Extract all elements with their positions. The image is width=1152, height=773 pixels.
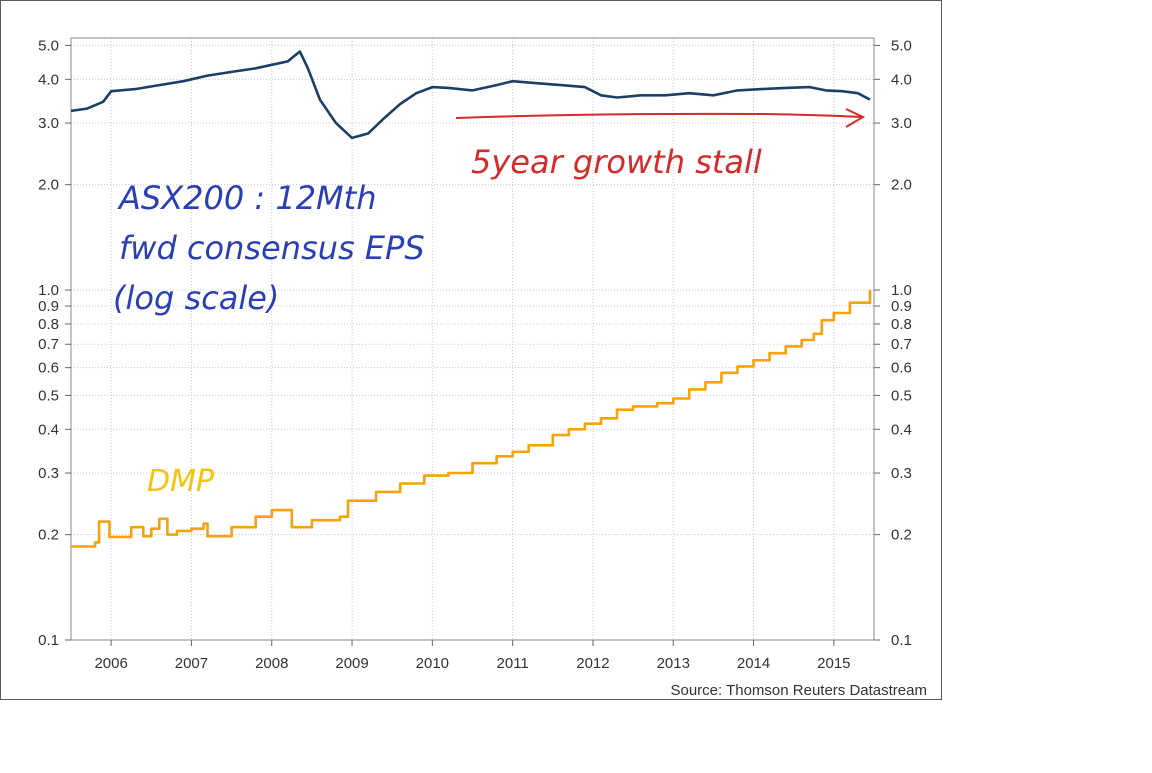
y-tick-label-right: 3.0 (891, 115, 912, 132)
source-label: Source: Thomson Reuters Datastream (670, 682, 927, 699)
y-tick-label-left: 0.7 (38, 336, 59, 353)
y-tick-label-left: 0.3 (38, 465, 59, 482)
y-tick-label-right: 5.0 (891, 37, 912, 54)
log-line-chart: 5.04.03.02.01.00.90.80.70.60.50.40.30.20… (38, 37, 927, 699)
y-tick-label-right: 0.9 (891, 298, 912, 315)
y-tick-label-right: 0.5 (891, 387, 912, 404)
plot-area-border (70, 37, 875, 641)
y-tick-label-left: 0.4 (38, 421, 59, 438)
y-tick-label-left: 5.0 (38, 37, 59, 54)
asx-annotation-line-2: fwd consensus EPS (119, 229, 425, 267)
right-y-axis: 5.0 4.0 3.0 2.0 1.00.90.8 0.7 0.6 0.5 0.4 0.3 0.2 0… (874, 37, 912, 649)
y-tick-label-right: 4.0 (891, 71, 912, 88)
x-tick-label: 2015 (817, 655, 850, 672)
left-y-axis: 5.0 4.0 3.0 2.0 1.00.90.8 0.7 0.6 0.5 0.4 0.3 0.2 0… (38, 37, 71, 649)
y-tick-label-left: 0.9 (38, 298, 59, 315)
growth-stall-arrow-shaft (455, 112, 862, 119)
grid-lines (71, 38, 874, 641)
x-tick-label: 2009 (335, 655, 368, 672)
series-lines (70, 50, 872, 548)
y-tick-label-right: 2.0 (891, 177, 912, 194)
x-tick-label: 2007 (175, 655, 208, 672)
x-tick-label: 2011 (497, 655, 529, 672)
y-tick-label-left: 0.2 (38, 527, 59, 544)
y-tick-label-right: 0.1 (891, 632, 912, 649)
growth-stall-label: 5year growth stall (471, 143, 762, 181)
x-tick-label: 2014 (737, 655, 770, 672)
y-tick-label-right: 0.7 (891, 336, 912, 353)
asx200-series-line (70, 50, 871, 140)
asx-annotation-line-1: ASX200 : 12Mth (117, 179, 376, 217)
y-tick-label-left: 1.0 (38, 282, 59, 299)
y-tick-label-right: 0.4 (891, 421, 912, 438)
x-tick-label: 2006 (94, 655, 127, 672)
y-tick-label-right: 0.3 (891, 465, 912, 482)
x-tick-label: 2008 (255, 655, 288, 672)
dmp-series-line (71, 290, 872, 548)
x-tick-label: 2013 (657, 655, 690, 672)
y-tick-label-right: 0.8 (891, 316, 912, 333)
x-tick-label: 2012 (576, 655, 609, 672)
asx-annotation: ASX200 : 12Mth fwd consensus EPS (log sc… (113, 179, 425, 317)
dmp-annotation: DMP (147, 464, 215, 499)
asx-annotation-line-3: (log scale) (113, 279, 279, 317)
y-tick-label-left: 0.6 (38, 360, 59, 377)
y-tick-label-left: 0.5 (38, 387, 59, 404)
y-tick-label-right: 1.0 (891, 282, 912, 299)
y-tick-label-right: 0.6 (891, 360, 912, 377)
x-axis: 2006 2007 2008 2009 2010 2011 2012 2013 2014 2015 (94, 640, 851, 672)
growth-stall-annotation: 5year growth stall (455, 108, 866, 181)
growth-stall-arrowhead (845, 108, 866, 128)
y-tick-label-left: 2.0 (38, 177, 59, 194)
chart-frame: 5.0 4.0 3.0 2.0 1.0 0.9 0.8 0.7 0.6 0.5 0.4 0.3 0.2 0… (0, 0, 942, 700)
y-tick-label-right: 0.2 (891, 527, 912, 544)
y-tick-label-left: 3.0 (38, 115, 59, 132)
x-tick-label: 2010 (416, 655, 449, 672)
y-tick-label-left: 4.0 (38, 71, 59, 88)
y-tick-label-left: 0.1 (38, 632, 59, 649)
y-tick-label-left: 0.8 (38, 316, 59, 333)
